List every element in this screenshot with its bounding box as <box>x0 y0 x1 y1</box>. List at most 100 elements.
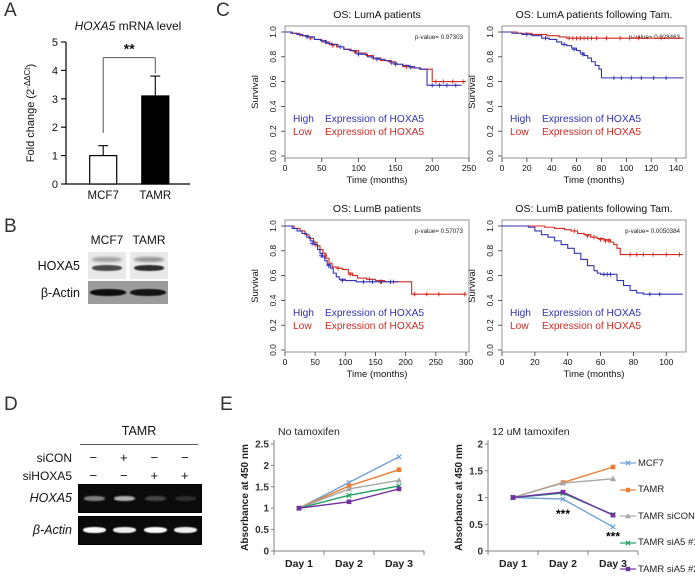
svg-text:60: 60 <box>572 163 582 173</box>
svg-text:12 uM tamoxifen: 12 uM tamoxifen <box>492 426 570 438</box>
line-chart-no-tamoxifen: No tamoxifen 0 0.5 1 1.5 2 2.5 Day 1 Day 2 Day 3 A… <box>240 426 425 570</box>
svg-text:OS: LumA patients: OS: LumA patients <box>333 9 421 21</box>
svg-text:No tamoxifen: No tamoxifen <box>278 426 340 438</box>
panel-c-label: C <box>216 0 230 21</box>
svg-text:1.0: 1.0 <box>268 26 278 38</box>
svg-text:Day 3: Day 3 <box>385 558 413 570</box>
svg-text:0.0: 0.0 <box>485 344 495 356</box>
svg-text:0.4: 0.4 <box>268 294 278 306</box>
svg-text:Day 1: Day 1 <box>499 558 527 570</box>
d-marks-sicon: − + − − <box>78 450 200 465</box>
panel-b-label: B <box>4 216 17 237</box>
svg-text:Fold change (2-ΔΔCt): Fold change (2-ΔΔCt) <box>23 64 37 162</box>
km-plot-os-luma-tam: OS: LumA patients following Tam. 0 20 40 60 8… <box>467 9 687 186</box>
svg-text:40: 40 <box>547 163 557 173</box>
svg-text:0.4: 0.4 <box>485 294 495 306</box>
svg-text:Absorbance at 450 nm: Absorbance at 450 nm <box>454 444 465 551</box>
svg-text:0.4: 0.4 <box>268 100 278 112</box>
svg-text:Absorbance at 450 nm: Absorbance at 450 nm <box>240 444 251 551</box>
svg-text:50: 50 <box>317 163 327 173</box>
svg-text:Day 2: Day 2 <box>335 558 363 570</box>
legend-marker-icon <box>620 487 636 492</box>
km-plot-os-luma: OS: LumA patients 0 50 100 150 200 250 Time (mo… <box>250 9 476 186</box>
legend-marker-icon <box>620 567 636 572</box>
svg-text:0: 0 <box>500 163 505 173</box>
svg-text:40: 40 <box>563 357 573 367</box>
legend-item: TAMR siA5 #2 <box>620 556 695 581</box>
panel-e-label: E <box>220 394 233 415</box>
condition-mark: − <box>119 468 128 483</box>
legend-label: TAMR <box>638 484 665 496</box>
condition-mark: − <box>89 468 98 483</box>
svg-text:Survival: Survival <box>467 269 478 303</box>
svg-text:Day 1: Day 1 <box>285 558 313 570</box>
lane-band <box>128 281 168 304</box>
svg-text:20: 20 <box>530 357 540 367</box>
svg-text:Time (months): Time (months) <box>347 175 408 186</box>
svg-text:Time (months): Time (months) <box>564 369 625 380</box>
svg-text:1.5: 1.5 <box>469 466 483 477</box>
svg-text:1.0: 1.0 <box>268 220 278 232</box>
panel-d-label: D <box>4 394 18 415</box>
km-plot-os-lumb: OS: LumB patients 0 50 100 150 200 250 300 Time … <box>250 203 473 380</box>
svg-text:0: 0 <box>477 547 483 558</box>
svg-text:OS: LumB patients following Ta: OS: LumB patients following Tam. <box>515 203 672 215</box>
lane-band <box>110 517 141 544</box>
svg-text:20: 20 <box>522 163 532 173</box>
lane-band <box>88 281 128 304</box>
svg-text:0.2: 0.2 <box>485 125 495 137</box>
d-condition-label-sihoxa5: siHOXA5 <box>22 469 72 483</box>
svg-text:100: 100 <box>619 163 633 173</box>
d-group-underline <box>80 444 198 446</box>
svg-text:2: 2 <box>263 461 269 472</box>
svg-text:Survival: Survival <box>467 75 478 109</box>
lane-band <box>79 517 110 544</box>
svg-text:***: *** <box>606 529 620 543</box>
condition-mark: + <box>180 468 189 483</box>
western-blot-hoxa5 <box>88 252 168 279</box>
svg-text:OS: LumA patients following Ta: OS: LumA patients following Tam. <box>516 9 673 21</box>
svg-text:0.2: 0.2 <box>485 319 495 331</box>
condition-mark: − <box>89 450 98 465</box>
svg-text:Day 3: Day 3 <box>599 558 627 570</box>
svg-text:0: 0 <box>283 357 288 367</box>
svg-text:TAMR: TAMR <box>139 190 171 202</box>
legend-label: TAMR siCON <box>638 510 695 522</box>
svg-text:1: 1 <box>263 504 269 515</box>
line-chart-12um-tamoxifen: 12 uM tamoxifen 0 0.5 1 1.5 2 Day 1 Day 2 Day 3 A… <box>454 426 639 570</box>
d-group-label-tamr: TAMR <box>121 424 157 438</box>
svg-text:***: *** <box>556 507 570 521</box>
svg-text:0.0: 0.0 <box>485 150 495 162</box>
svg-text:p-value= 0.57073: p-value= 0.57073 <box>415 228 464 235</box>
svg-text:p-value= 0.97303: p-value= 0.97303 <box>415 34 464 41</box>
svg-text:0.5: 0.5 <box>469 520 483 531</box>
legend-marker-icon <box>620 513 636 519</box>
b-column-label-tamr: TAMR <box>132 233 166 247</box>
svg-text:0.4: 0.4 <box>485 100 495 112</box>
svg-text:4: 4 <box>52 65 58 77</box>
condition-mark: + <box>150 468 159 483</box>
legend-label: TAMR siA5 #1 <box>638 537 695 549</box>
lane-band <box>140 517 171 544</box>
legend-label: MCF7 <box>638 457 664 469</box>
svg-text:0.8: 0.8 <box>485 51 495 63</box>
svg-text:HOXA5 mRNA level: HOXA5 mRNA level <box>75 19 182 33</box>
svg-text:1.0: 1.0 <box>485 220 495 232</box>
svg-text:5: 5 <box>52 37 58 49</box>
svg-text:50: 50 <box>310 357 320 367</box>
svg-text:MCF7: MCF7 <box>88 190 119 202</box>
svg-text:p-value= 0.028463: p-value= 0.028463 <box>629 34 681 41</box>
legend-item: TAMR <box>620 477 695 504</box>
svg-text:0: 0 <box>283 163 288 173</box>
condition-mark: − <box>150 450 159 465</box>
svg-text:1.0: 1.0 <box>485 26 495 38</box>
svg-text:100: 100 <box>352 163 366 173</box>
svg-text:0.8: 0.8 <box>268 245 278 257</box>
svg-text:0.0: 0.0 <box>268 344 278 356</box>
